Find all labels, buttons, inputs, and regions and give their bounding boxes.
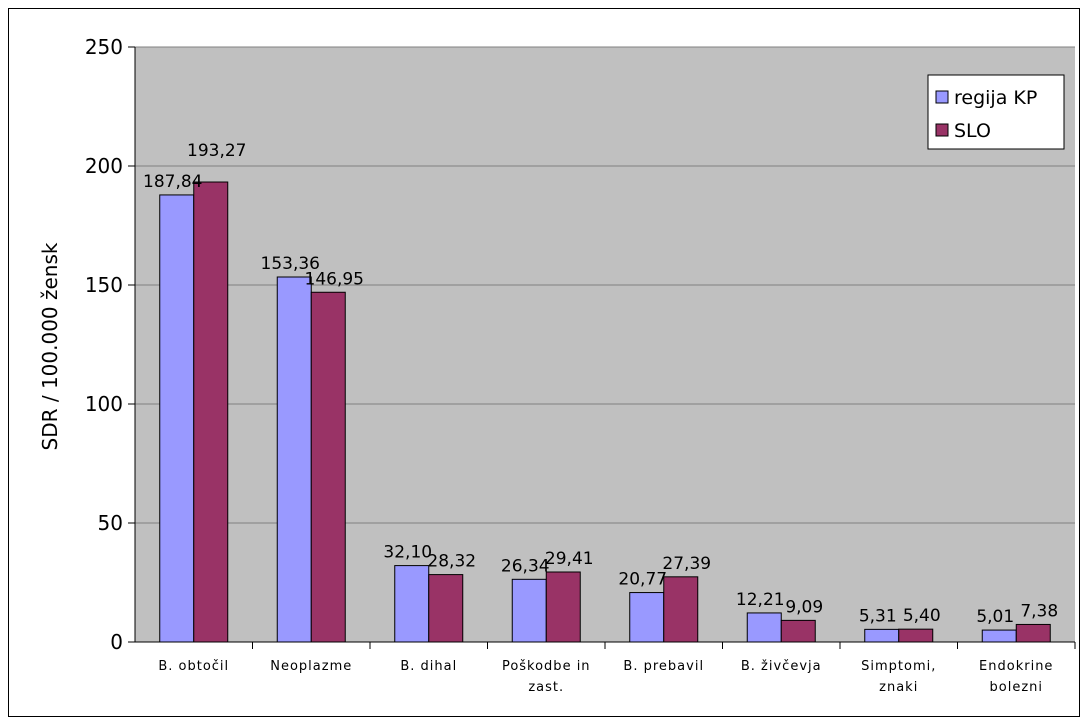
category-labels: B. obtočil Neoplazme B. dihal Poškodbe in za…	[158, 659, 1053, 695]
legend-entry: SLO	[954, 120, 991, 142]
data-label: 28,32	[427, 552, 476, 572]
y-tick-label: 150	[85, 273, 123, 297]
legend-entry: regija KP	[954, 87, 1037, 109]
y-tick-label: 0	[110, 630, 123, 654]
y-tick-label: 100	[85, 392, 123, 416]
y-axis-label: SDR / 100.000 žensk	[38, 242, 62, 450]
data-label: 5,31	[859, 606, 897, 626]
axes	[128, 46, 1076, 649]
category-label: bolezni	[990, 680, 1044, 695]
bars	[159, 181, 1051, 643]
bar-regija-kp	[511, 578, 547, 643]
category-label: B. prebavil	[623, 659, 704, 674]
bar-slo	[310, 291, 346, 643]
bar-slo	[545, 571, 581, 643]
y-tick-label: 50	[98, 511, 123, 535]
bar-regija-kp	[746, 612, 782, 643]
category-label: B. dihal	[400, 659, 457, 674]
data-label: 193,27	[187, 141, 246, 161]
bar-slo	[898, 628, 934, 643]
bar-regija-kp	[159, 194, 195, 643]
category-label: Simptomi,	[861, 659, 936, 674]
data-label: 29,41	[545, 549, 594, 569]
y-tick-label: 200	[85, 154, 123, 178]
category-label: znaki	[879, 680, 918, 695]
category-label: Poškodbe in	[502, 659, 591, 674]
category-label: Endokrine	[979, 659, 1053, 674]
bar-regija-kp	[981, 629, 1017, 643]
data-label: 5,01	[976, 607, 1014, 627]
data-label: 27,39	[662, 554, 711, 574]
bar-slo	[428, 574, 464, 643]
bar-slo	[193, 181, 229, 643]
legend: regija KP SLO	[927, 74, 1065, 150]
bar-slo	[663, 576, 699, 643]
legend-box	[927, 74, 1065, 150]
category-label: Neoplazme	[270, 659, 352, 674]
data-label: 146,95	[305, 269, 364, 289]
data-label: 26,34	[501, 556, 550, 576]
bar-slo	[780, 619, 816, 643]
bar-regija-kp	[394, 565, 430, 643]
data-label: 20,77	[618, 570, 667, 590]
bar-regija-kp	[864, 628, 900, 643]
bar-regija-kp	[629, 592, 665, 643]
data-label: 32,10	[383, 543, 432, 563]
bar-slo	[1015, 623, 1051, 643]
data-label: 187,84	[143, 172, 202, 192]
category-label: zast.	[528, 680, 564, 695]
category-label: B. obtočil	[158, 659, 229, 674]
data-label: 153,36	[261, 254, 320, 274]
legend-swatch	[935, 90, 949, 104]
category-label: B. živčevja	[741, 659, 822, 674]
data-label: 7,38	[1020, 601, 1058, 621]
data-label: 5,40	[903, 606, 941, 626]
data-label: 9,09	[785, 597, 823, 617]
bar-regija-kp	[276, 276, 312, 643]
y-tick-labels: 0 50 100 150 200 250	[85, 35, 123, 654]
y-tick-label: 250	[85, 35, 123, 59]
data-label: 12,21	[736, 590, 785, 610]
legend-swatch	[935, 123, 949, 137]
